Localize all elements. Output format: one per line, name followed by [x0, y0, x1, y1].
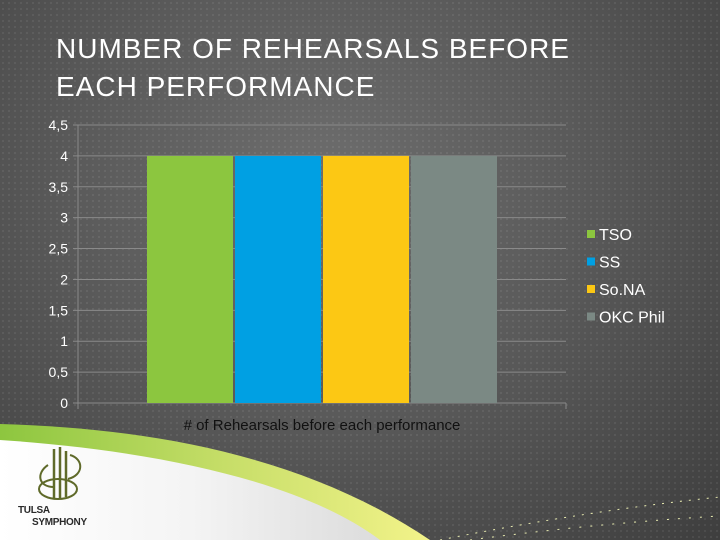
- y-tick-label: 1,5: [49, 302, 69, 318]
- y-tick-label: 4,5: [49, 117, 69, 133]
- y-tick-label: 0,5: [49, 364, 69, 380]
- legend-swatch: [587, 312, 595, 321]
- y-tick-label: 3,5: [49, 179, 69, 195]
- legend-label: So.NA: [599, 282, 646, 299]
- x-category-label: # of Rehearsals before each performance: [184, 417, 461, 434]
- y-tick-label: 2: [60, 271, 68, 287]
- slide-title: NUMBER OF REHEARSALS BEFORE EACH PERFORM…: [56, 30, 676, 106]
- logo-text-line1: TULSA: [18, 505, 50, 516]
- y-tick-label: 3: [60, 210, 68, 226]
- legend-swatch: [587, 257, 595, 266]
- slide-title-line: NUMBER OF REHEARSALS BEFORE: [56, 33, 570, 64]
- logo-text-line2: SYMPHONY: [32, 517, 87, 528]
- slide-title-line: EACH PERFORMANCE: [56, 71, 376, 102]
- logo-emblem-icon: [38, 447, 82, 500]
- legend-swatch: [587, 285, 595, 293]
- bar-so-na: [323, 155, 409, 403]
- bar-ss: [235, 155, 321, 403]
- legend-label: TSO: [599, 227, 632, 244]
- y-tick-label: 1: [60, 333, 68, 349]
- y-tick-label: 4: [60, 148, 68, 164]
- legend-swatch: [587, 230, 595, 238]
- bar-tso: [147, 155, 233, 403]
- tulsa-symphony-logo: TULSA SYMPHONY: [14, 445, 106, 530]
- legend-label: OKC Phil: [599, 310, 665, 327]
- y-tick-label: 0: [60, 395, 68, 411]
- y-tick-label: 2,5: [49, 241, 69, 257]
- legend-label: SS: [599, 255, 620, 272]
- bar-okc-phil: [411, 155, 497, 403]
